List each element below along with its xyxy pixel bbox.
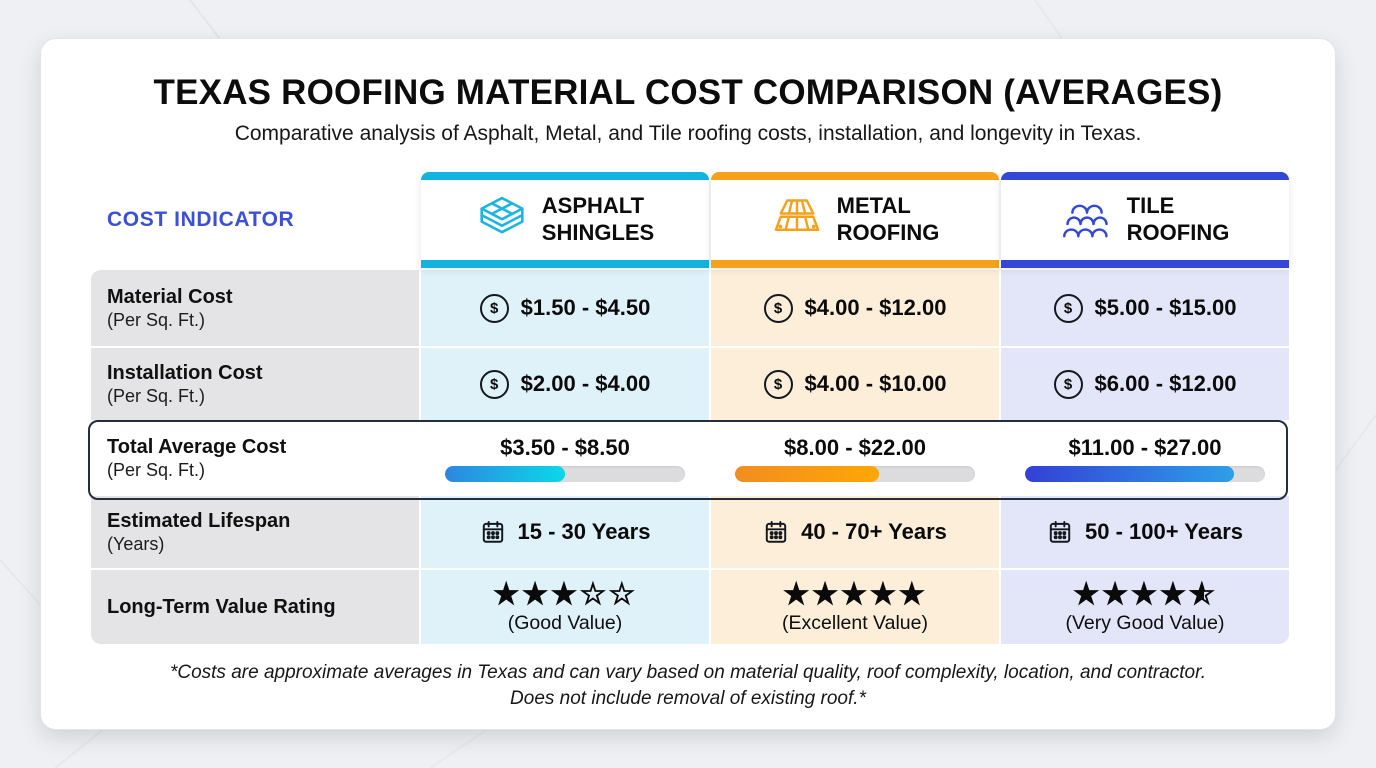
cell-value-rating-tile: ★★★★ ★ ☆ (Very Good Value): [1001, 570, 1289, 644]
asphalt-accent-bar-top: [421, 172, 709, 180]
cost-indicator-label: COST INDICATOR: [107, 208, 295, 231]
cell-total-cost-metal: $8.00 - $22.00: [711, 422, 999, 494]
dollar-icon: $: [479, 293, 509, 323]
cell-material-cost-asphalt: $ $1.50 - $4.50: [421, 270, 709, 346]
cell-lifespan-tile: 50 - 100+ Years: [1001, 496, 1289, 568]
row-label-material-cost: Material Cost (Per Sq. Ft.): [91, 270, 419, 346]
cell-installation-cost-metal: $ $4.00 - $10.00: [711, 348, 999, 420]
cell-material-cost-tile: $ $5.00 - $15.00: [1001, 270, 1289, 346]
asphalt-shingles-icon: [476, 194, 528, 246]
tile-accent-bar-top: [1001, 172, 1289, 180]
cell-installation-cost-asphalt: $ $2.00 - $4.00: [421, 348, 709, 420]
tile-accent-bar-bottom: [1001, 260, 1289, 268]
metal-roofing-icon: [771, 194, 823, 246]
page-title: TEXAS ROOFING MATERIAL COST COMPARISON (…: [153, 73, 1223, 112]
page-subtitle: Comparative analysis of Asphalt, Metal, …: [234, 122, 1142, 145]
cell-lifespan-asphalt: 15 - 30 Years: [421, 496, 709, 568]
corner-header: COST INDICATOR: [91, 172, 419, 268]
column-header-tile: TILE ROOFING: [1001, 172, 1289, 268]
comparison-table: COST INDICATOR ASPHALT SHINGLES: [88, 172, 1289, 644]
row-label-estimated-lifespan: Estimated Lifespan (Years): [91, 496, 419, 568]
dollar-icon: $: [1053, 369, 1083, 399]
cost-range-bar-asphalt: [445, 465, 685, 482]
calendar-icon: [480, 519, 506, 545]
cell-value-rating-metal: ★★★★★ (Excellent Value): [711, 570, 999, 644]
cell-installation-cost-tile: $ $6.00 - $12.00: [1001, 348, 1289, 420]
footnote: *Costs are approximate averages in Texas…: [169, 662, 1207, 709]
cell-material-cost-metal: $ $4.00 - $12.00: [711, 270, 999, 346]
star-rating-asphalt: ★★★☆☆: [492, 578, 638, 612]
metal-header-label: METAL ROOFING: [836, 193, 940, 245]
cell-total-cost-tile: $11.00 - $27.00: [1001, 422, 1289, 494]
cost-range-bar-metal: [735, 465, 975, 482]
cell-lifespan-metal: 40 - 70+ Years: [711, 496, 999, 568]
tile-header-label: TILE ROOFING: [1126, 193, 1230, 245]
dollar-icon: $: [763, 369, 793, 399]
cell-value-rating-asphalt: ★★★☆☆ (Good Value): [421, 570, 709, 644]
metal-accent-bar-top: [711, 172, 999, 180]
row-label-installation-cost: Installation Cost (Per Sq. Ft.): [91, 348, 419, 420]
dollar-icon: $: [479, 369, 509, 399]
dollar-icon: $: [1053, 293, 1083, 323]
calendar-icon: [1047, 519, 1073, 545]
cell-total-cost-asphalt: $3.50 - $8.50: [421, 422, 709, 494]
calendar-icon: [763, 519, 789, 545]
row-label-total-average-cost: Total Average Cost (Per Sq. Ft.): [91, 422, 419, 494]
dollar-icon: $: [763, 293, 793, 323]
metal-accent-bar-bottom: [711, 260, 999, 268]
star-rating-metal: ★★★★★: [782, 578, 928, 612]
asphalt-accent-bar-bottom: [421, 260, 709, 268]
tile-roofing-icon: [1061, 197, 1113, 243]
row-label-value-rating: Long-Term Value Rating: [91, 570, 419, 644]
cost-range-bar-tile: [1025, 465, 1265, 482]
infographic-card: TEXAS ROOFING MATERIAL COST COMPARISON (…: [40, 38, 1336, 730]
star-rating-tile: ★★★★ ★ ☆: [1072, 578, 1218, 612]
column-header-asphalt: ASPHALT SHINGLES: [421, 172, 709, 268]
column-header-metal: METAL ROOFING: [711, 172, 999, 268]
asphalt-header-label: ASPHALT SHINGLES: [541, 193, 655, 245]
